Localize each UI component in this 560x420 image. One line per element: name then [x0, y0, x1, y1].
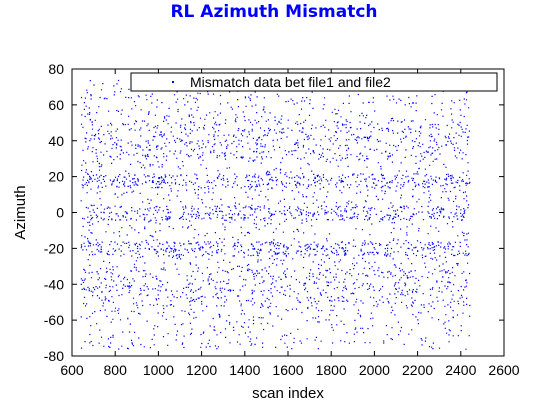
scatter-series — [80, 79, 471, 350]
x-axis-label: scan index — [252, 385, 324, 402]
legend-marker — [172, 81, 174, 83]
y-tick-label: 20 — [48, 169, 64, 185]
x-tick-label: 2400 — [445, 362, 476, 378]
x-tick-label: 2200 — [402, 362, 433, 378]
legend-box — [130, 72, 498, 92]
x-tick-label: 1200 — [186, 362, 217, 378]
plot-frame — [71, 68, 505, 357]
y-tick-label: -80 — [44, 348, 64, 364]
y-tick-label: 80 — [48, 61, 64, 77]
x-tick-label: 2600 — [488, 362, 519, 378]
y-tick-label: -40 — [44, 276, 64, 292]
legend-entry: Mismatch data bet file1 and file2 — [190, 74, 391, 90]
y-tick-label: 60 — [48, 97, 64, 113]
legend: Mismatch data bet file1 and file2 — [130, 72, 498, 92]
x-tick-label: 1800 — [316, 362, 347, 378]
x-tick-label: 1600 — [272, 362, 303, 378]
x-tick-label: 1400 — [229, 362, 260, 378]
x-tick-label: 600 — [60, 362, 84, 378]
y-tick-label: -60 — [44, 312, 64, 328]
x-tick-label: 2000 — [359, 362, 390, 378]
y-tick-label: -20 — [44, 240, 64, 256]
y-tick-label: 40 — [48, 133, 64, 149]
scatter-point — [80, 79, 471, 350]
axis-ticks: 600 800 1000 1200 1400 1600 1800 2000 2200 2400 26… — [44, 61, 520, 378]
x-tick-label: 1000 — [143, 362, 174, 378]
x-tick-label: 800 — [104, 362, 128, 378]
y-tick-label: 0 — [56, 205, 64, 221]
y-axis-label: Azimuth — [12, 185, 29, 239]
chart-title: RL Azimuth Mismatch — [170, 2, 378, 22]
